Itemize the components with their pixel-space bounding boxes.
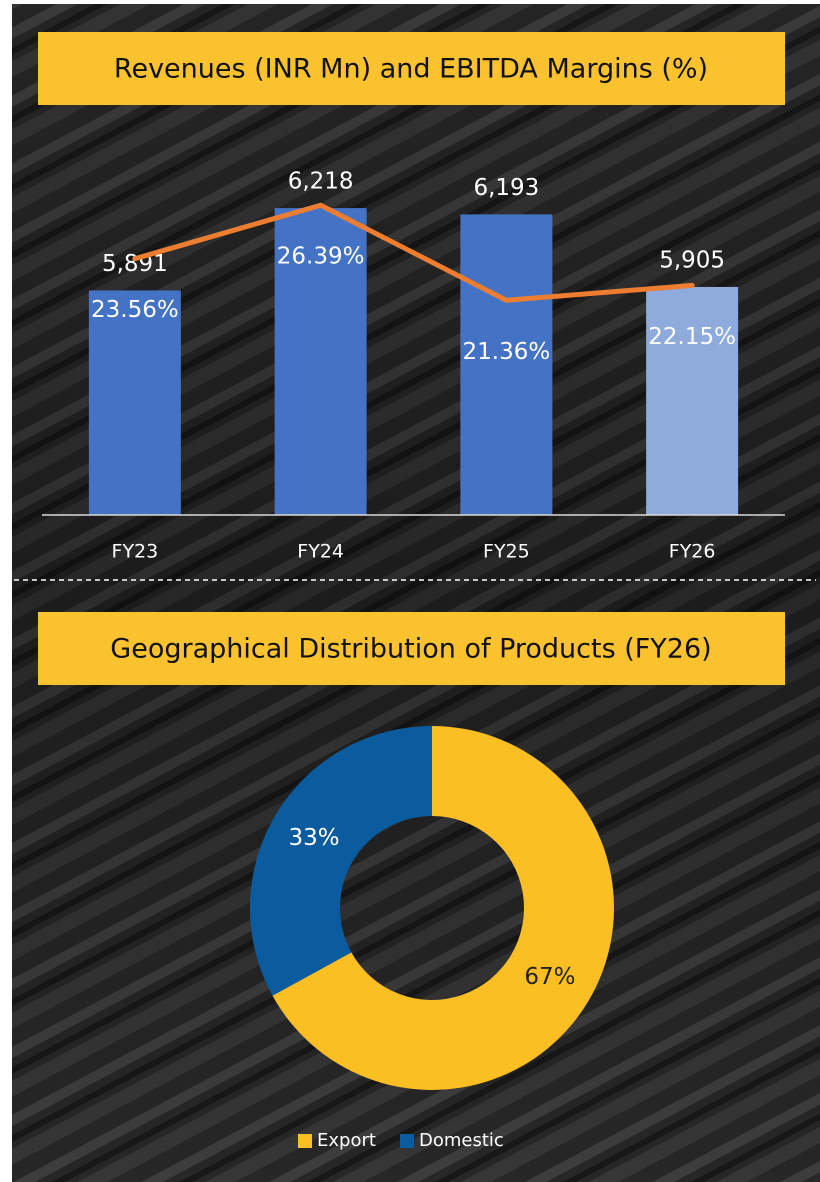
data-label: 26.39% [277,244,365,270]
chart-title: Geographical Distribution of Products (F… [110,634,711,665]
data-label: 21.36% [463,339,551,365]
bar [88,290,181,515]
chart-title: Revenues (INR Mn) and EBITDA Margins (%) [114,54,708,85]
data-label: 6,193 [473,175,539,201]
bar [460,214,553,515]
line [132,202,695,303]
donut-chart: 67% 33% Export Domestic [249,725,614,1151]
bar [274,208,367,515]
data-label: 5,891 [102,251,168,277]
x-tick-label: FY26 [669,541,716,563]
bar [646,286,739,515]
legend-label: Domestic [419,1130,504,1151]
donut-segment [249,725,432,996]
x-tick-label: FY23 [112,541,159,563]
data-label: 6,218 [288,169,354,195]
title-box [38,612,785,685]
title-box [38,32,785,105]
x-tick-label: FY24 [297,541,344,563]
legend-swatch [298,1134,312,1148]
legend-swatch [400,1134,414,1148]
data-label: 5,905 [659,247,725,273]
donut-segment [272,726,614,1090]
background-shade [12,4,820,1182]
data-label: 23.56% [91,297,179,323]
combo-chart: FY23 FY24 FY25 FY26 5,891 6,218 6,193 5,905 23.5… [42,169,785,563]
legend-label: Export [317,1130,376,1151]
x-tick-label: FY25 [483,541,530,563]
data-label: 33% [289,825,340,851]
data-label: 22.15% [648,324,736,350]
data-label: 67% [524,964,575,990]
